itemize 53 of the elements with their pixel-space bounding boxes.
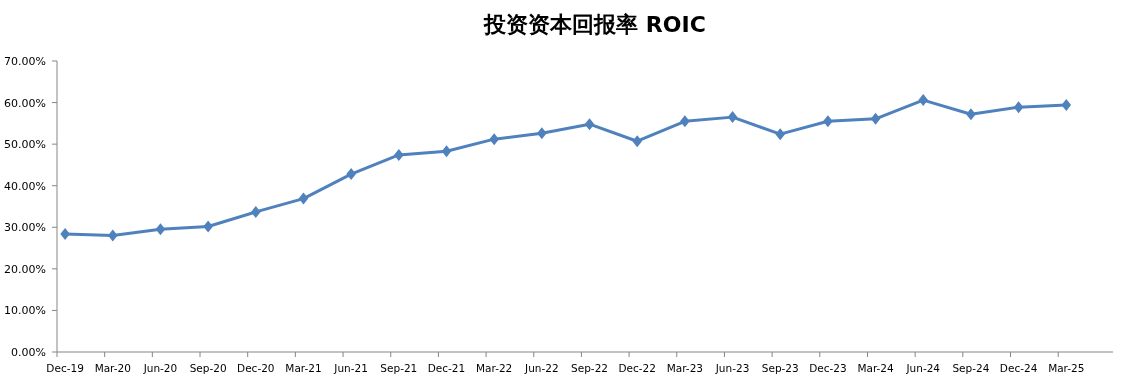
x-tick-label: Mar-21: [285, 362, 322, 374]
x-tick-label: Sep-22: [571, 362, 609, 374]
x-tick-label: Mar-25: [1048, 362, 1085, 374]
point: [203, 220, 213, 233]
point: [441, 145, 452, 158]
point: [251, 205, 261, 218]
x-tick-label: Mar-23: [666, 362, 704, 374]
point: [727, 111, 738, 124]
x-tick-label: Sep-24: [952, 362, 990, 374]
point: [823, 115, 833, 128]
x-tick-label: Jun-21: [333, 362, 368, 374]
point: [346, 168, 356, 181]
y-tick-label: 50.00%: [4, 138, 46, 152]
y-tick-label: 20.00%: [4, 262, 46, 276]
x-tick-label: Dec-24: [999, 362, 1038, 374]
point: [489, 133, 499, 146]
point: [870, 112, 881, 125]
x-tick-label: Sep-20: [189, 362, 227, 374]
x-tick-label: Dec-21: [427, 362, 466, 374]
point: [394, 148, 404, 161]
point: [775, 128, 786, 141]
x-tick-label: Sep-23: [761, 362, 799, 374]
point: [155, 223, 166, 236]
point: [918, 94, 929, 107]
point: [632, 135, 642, 148]
point: [584, 118, 595, 131]
x-tick-label: Jun-24: [905, 362, 941, 374]
x-tick-label: Jun-23: [714, 362, 750, 374]
point: [537, 127, 547, 140]
y-tick-label: 40.00%: [4, 179, 46, 193]
y-tick-label: 60.00%: [4, 96, 46, 110]
y-tick-label: 70.00%: [4, 55, 46, 68]
point: [966, 108, 976, 121]
x-tick-label: Dec-22: [618, 362, 656, 374]
x-tick-label: Mar-20: [94, 362, 131, 374]
point: [1061, 99, 1072, 112]
point: [60, 227, 70, 240]
x-tick-label: Dec-23: [809, 362, 847, 374]
x-tick-label: Mar-24: [857, 362, 895, 374]
point: [1013, 101, 1024, 114]
y-tick-label: 10.00%: [4, 304, 46, 318]
x-tick-label: Jun-22: [524, 362, 559, 374]
x-tick-label: Dec-19: [46, 362, 84, 374]
x-tick-label: Sep-21: [380, 362, 418, 374]
point: [680, 115, 690, 128]
x-tick-label: Jun-20: [142, 362, 178, 374]
x-tick-label: Mar-22: [476, 362, 513, 374]
y-tick-label: 0.00%: [11, 346, 46, 359]
point: [298, 192, 309, 205]
chart-title: 投资资本回报率 ROIC: [483, 12, 706, 37]
y-tick-label: 30.00%: [4, 221, 46, 235]
x-tick-label: Dec-20: [237, 362, 275, 374]
point: [107, 229, 118, 242]
